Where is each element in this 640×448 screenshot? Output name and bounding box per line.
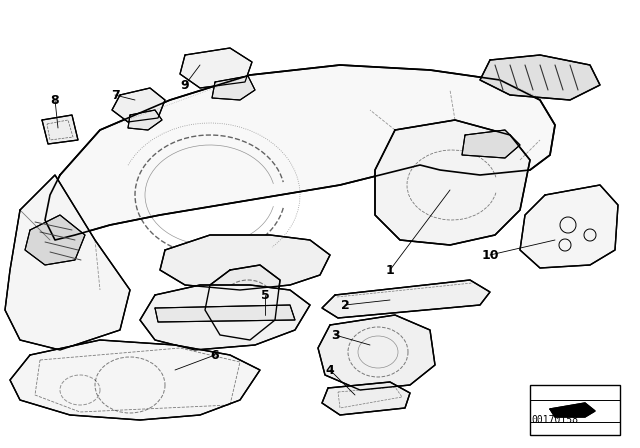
Polygon shape [42, 115, 78, 144]
Polygon shape [128, 110, 162, 130]
Polygon shape [140, 285, 310, 350]
Text: 6: 6 [211, 349, 220, 362]
Text: 2: 2 [340, 298, 349, 311]
Polygon shape [212, 76, 255, 100]
Polygon shape [10, 340, 260, 420]
Polygon shape [322, 382, 410, 415]
Polygon shape [45, 65, 555, 240]
Polygon shape [180, 48, 252, 88]
Polygon shape [480, 55, 600, 100]
Polygon shape [5, 175, 130, 350]
Text: 8: 8 [51, 94, 60, 107]
Polygon shape [520, 185, 618, 268]
Polygon shape [318, 315, 435, 390]
Text: 9: 9 [180, 78, 189, 91]
Polygon shape [25, 215, 85, 265]
Polygon shape [155, 305, 295, 322]
Polygon shape [375, 120, 530, 245]
Text: 00170158: 00170158 [531, 415, 579, 425]
Polygon shape [205, 265, 280, 340]
Bar [530, 385, 620, 435]
Text: 1: 1 [386, 263, 394, 276]
Polygon shape [112, 88, 165, 122]
Polygon shape [462, 130, 520, 158]
Polygon shape [160, 235, 330, 290]
Text: 7: 7 [111, 89, 120, 102]
Text: 4: 4 [326, 363, 334, 376]
Polygon shape [550, 403, 595, 417]
Text: 3: 3 [331, 328, 339, 341]
Text: 10: 10 [481, 249, 499, 262]
Polygon shape [322, 280, 490, 318]
Text: 5: 5 [260, 289, 269, 302]
